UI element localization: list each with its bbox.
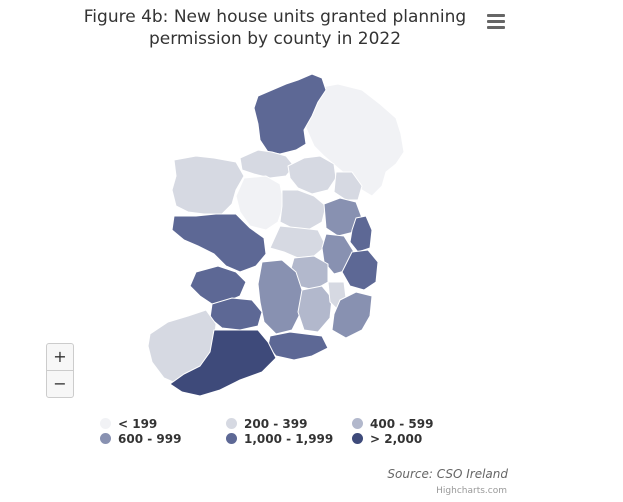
chart-title-line-2: permission by county in 2022: [148, 29, 402, 49]
county-louth[interactable]: [333, 171, 363, 201]
legend-swatch-icon: [100, 418, 111, 429]
legend-swatch-icon: [226, 418, 237, 429]
legend-label: 200 - 399: [244, 417, 308, 431]
county-waterford[interactable]: [267, 331, 329, 361]
county-cavan[interactable]: [287, 155, 337, 195]
source-credit: Source: CSO Ireland: [387, 467, 508, 481]
county-donegal[interactable]: [253, 73, 327, 155]
county-sligo-leitrim[interactable]: [239, 149, 295, 179]
county-wicklow[interactable]: [341, 249, 379, 291]
county-kilkenny[interactable]: [297, 285, 333, 333]
legend-label: < 199: [118, 417, 158, 431]
county-galway[interactable]: [171, 213, 267, 273]
legend-swatch-icon: [352, 418, 363, 429]
legend-label: 1,000 - 1,999: [244, 432, 334, 446]
county-cork[interactable]: [169, 329, 277, 397]
legend-swatch-icon: [100, 433, 111, 444]
county-roscommon[interactable]: [235, 175, 285, 231]
legend-swatch-icon: [226, 433, 237, 444]
highcharts-credit-link[interactable]: Highcharts.com: [436, 486, 507, 496]
county-longford-westmeath[interactable]: [279, 189, 327, 231]
region-northern-ireland[interactable]: [301, 83, 405, 197]
legend-item-1000-1999[interactable]: 1,000 - 1,999: [226, 432, 333, 446]
legend-item-600-999[interactable]: 600 - 999: [100, 432, 181, 446]
chart-title-line-1: Figure 4b: New house units granted plann…: [83, 7, 467, 27]
county-wexford[interactable]: [331, 291, 373, 339]
legend-swatch-icon: [352, 433, 363, 444]
legend-item-200-399[interactable]: 200 - 399: [226, 417, 307, 431]
legend-item-lt199[interactable]: < 199: [100, 417, 157, 431]
county-mayo[interactable]: [171, 155, 245, 215]
county-offaly[interactable]: [269, 225, 327, 259]
hamburger-menu-icon[interactable]: [487, 14, 505, 30]
zoom-in-button[interactable]: +: [46, 343, 74, 371]
county-tipperary[interactable]: [257, 259, 303, 335]
county-limerick[interactable]: [209, 297, 263, 331]
legend-label: 400 - 599: [370, 417, 434, 431]
zoom-out-button[interactable]: −: [46, 370, 74, 398]
legend-item-gt2000[interactable]: > 2,000: [352, 432, 422, 446]
legend-label: > 2,000: [370, 432, 423, 446]
chart-title: Figure 4b: New house units granted plann…: [0, 6, 550, 50]
legend-item-400-599[interactable]: 400 - 599: [352, 417, 433, 431]
legend-label: 600 - 999: [118, 432, 182, 446]
